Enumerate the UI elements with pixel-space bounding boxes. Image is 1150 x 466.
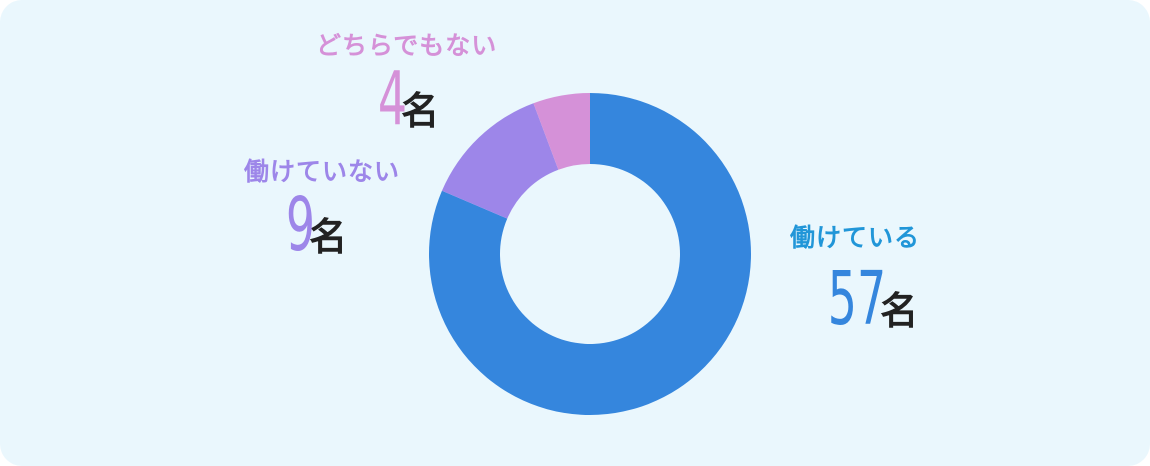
slice-label-working: 働けている [790, 223, 921, 252]
slice-label-not-working: 働けていない [244, 157, 401, 186]
slice-unit-neutral: 名 [401, 89, 440, 133]
slice-label-neutral: どちらでもない [316, 31, 498, 60]
slice-count-neutral: 4名 [360, 62, 439, 136]
slice-value-neutral: 4 [377, 56, 408, 142]
slice-unit-not-working: 名 [309, 215, 348, 259]
slice-count-not-working: 9名 [268, 188, 347, 262]
slice-working [429, 93, 751, 415]
slice-not-working [441, 103, 559, 219]
slice-neutral [533, 93, 590, 170]
slice-unit-working: 名 [880, 289, 919, 333]
slice-count-working: 57名 [812, 262, 918, 336]
slice-value-not-working: 9 [285, 182, 316, 268]
slice-value-working: 57 [827, 256, 887, 342]
